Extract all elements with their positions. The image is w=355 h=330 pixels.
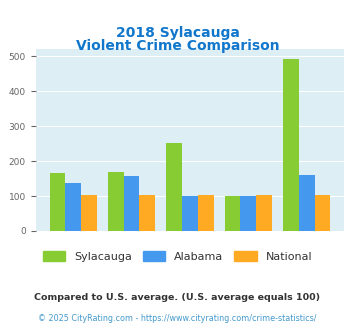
- Bar: [198, 195, 214, 231]
- Text: Compared to U.S. average. (U.S. average equals 100): Compared to U.S. average. (U.S. average …: [34, 293, 321, 302]
- Bar: [140, 195, 155, 231]
- Text: © 2025 CityRating.com - https://www.cityrating.com/crime-statistics/: © 2025 CityRating.com - https://www.city…: [38, 314, 317, 323]
- Bar: [240, 196, 256, 231]
- Bar: [299, 175, 315, 231]
- Bar: [81, 195, 97, 231]
- Text: 2018 Sylacauga: 2018 Sylacauga: [116, 26, 239, 40]
- Text: Violent Crime Comparison: Violent Crime Comparison: [76, 39, 279, 53]
- Bar: [65, 183, 81, 231]
- Legend: Sylacauga, Alabama, National: Sylacauga, Alabama, National: [38, 247, 317, 267]
- Bar: [283, 59, 299, 231]
- Bar: [108, 172, 124, 231]
- Bar: [315, 195, 330, 231]
- Bar: [256, 195, 272, 231]
- Bar: [182, 196, 198, 231]
- Bar: [225, 196, 240, 231]
- Bar: [124, 176, 140, 231]
- Bar: [166, 143, 182, 231]
- Bar: [50, 173, 65, 231]
